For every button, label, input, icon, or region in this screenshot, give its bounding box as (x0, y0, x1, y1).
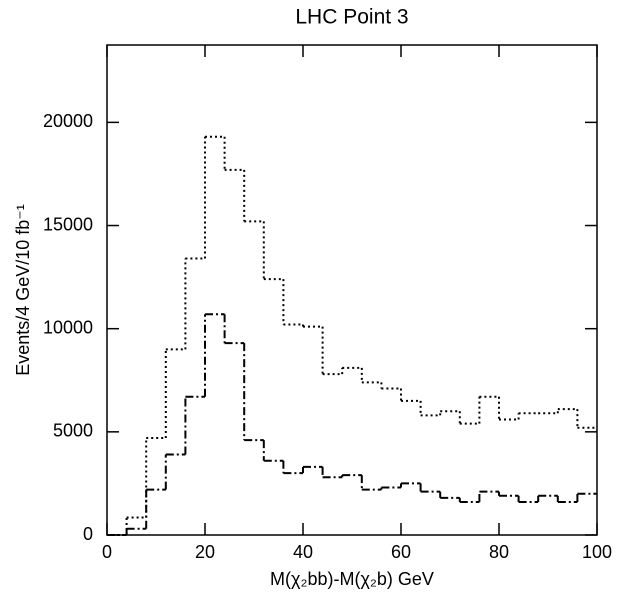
y-tick-label: 15000 (43, 214, 93, 234)
y-tick-label: 10000 (43, 317, 93, 337)
x-tick-label: 60 (391, 542, 411, 562)
x-tick-label: 0 (102, 542, 112, 562)
plot-frame (106, 44, 598, 536)
x-tick-label: 80 (489, 542, 509, 562)
x-tick-label: 100 (582, 542, 612, 562)
y-axis-label: Events/4 GeV/10 fb⁻¹ (13, 204, 33, 376)
x-axis-label: M(χ₂bb)-M(χ₂b) GeV (270, 569, 434, 589)
x-tick-label: 40 (293, 542, 313, 562)
y-tick-label: 5000 (53, 421, 93, 441)
x-tick-label: 20 (195, 542, 215, 562)
y-tick-label: 0 (83, 524, 93, 544)
y-tick-label: 20000 (43, 111, 93, 131)
chart-title: LHC Point 3 (295, 6, 408, 29)
